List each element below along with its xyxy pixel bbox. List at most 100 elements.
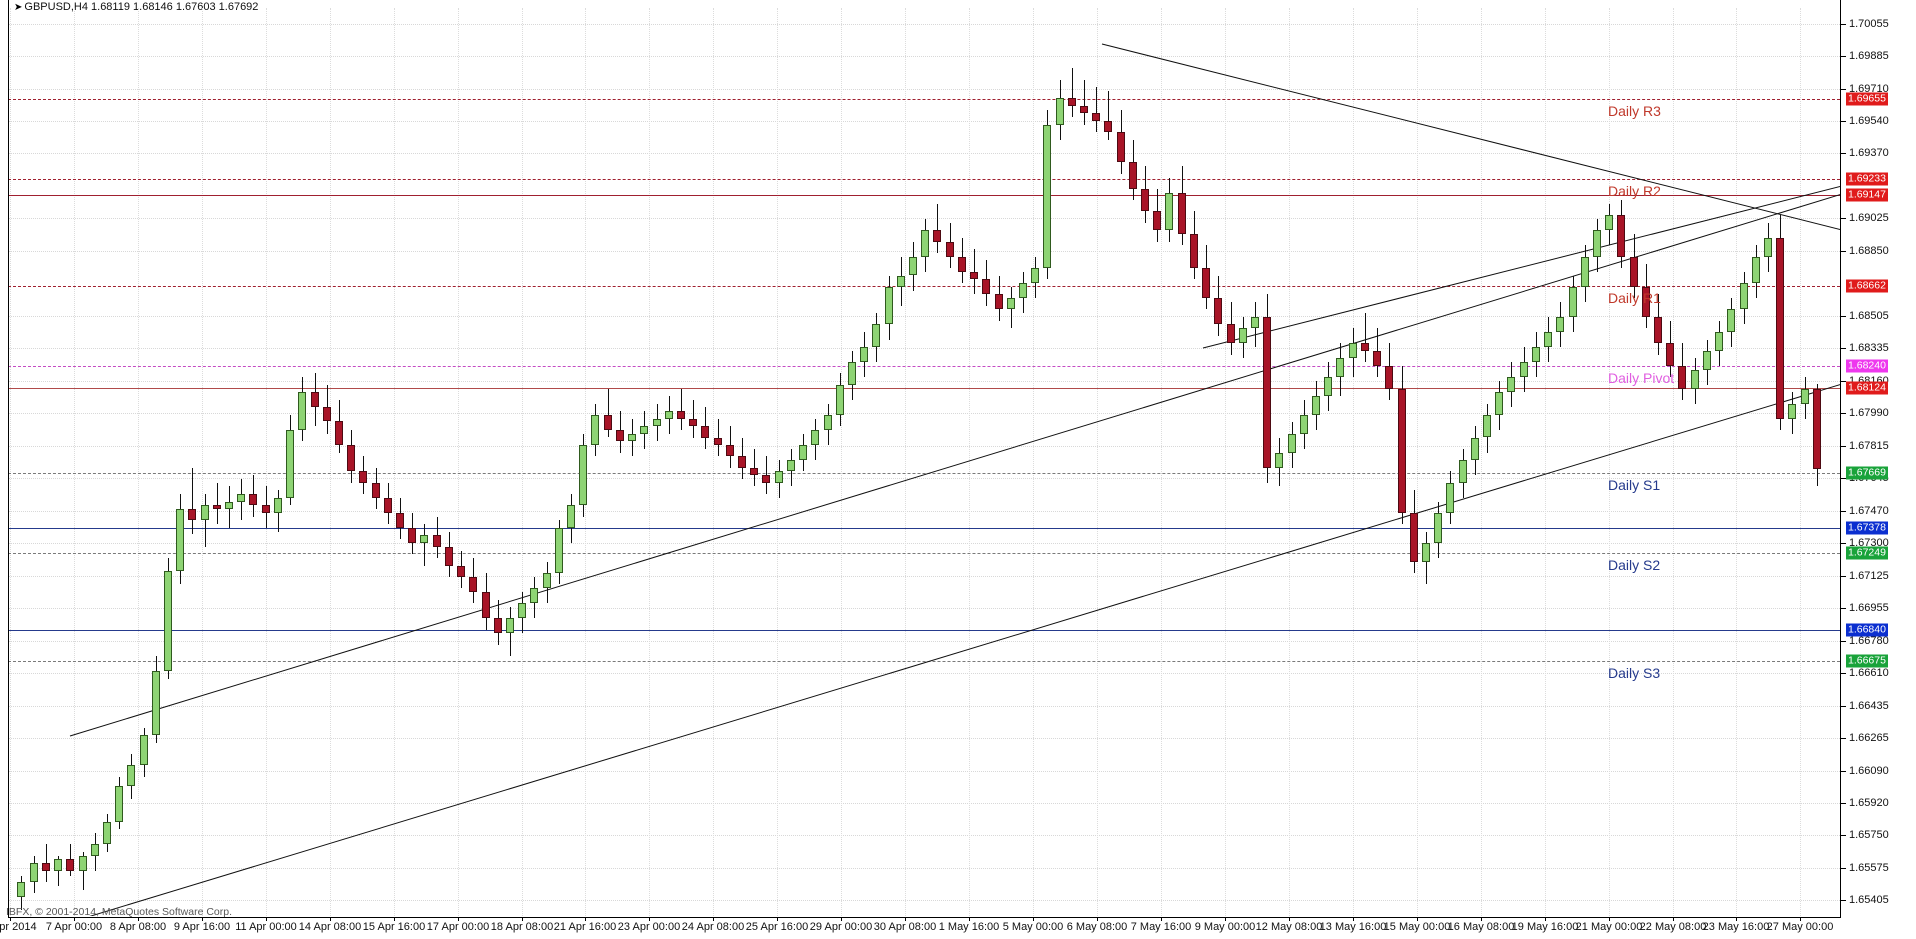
- chart-cursor-arrow-icon: ➤: [14, 2, 23, 13]
- grid-line-vertical: [1097, 8, 1098, 916]
- price-tag[interactable]: 1.69655: [1846, 92, 1888, 106]
- candle-body: [1422, 543, 1430, 562]
- candle-body: [1214, 298, 1222, 325]
- grid-line-horizontal: [8, 153, 1840, 155]
- candle-body: [787, 460, 795, 472]
- axis-bottom-border: [8, 917, 1841, 918]
- price-tick-label: 1.67300: [1849, 537, 1889, 549]
- grid-line-vertical: [202, 8, 203, 916]
- price-tag[interactable]: 1.67249: [1846, 546, 1888, 560]
- price-tick: [1841, 737, 1846, 739]
- time-tick: [10, 918, 11, 921]
- price-tag[interactable]: 1.67669: [1846, 466, 1888, 480]
- trend-lines-layer: [68, 43, 1840, 916]
- pivot-level-line: [8, 528, 1840, 530]
- price-tick-label: 1.69370: [1849, 147, 1889, 160]
- candle-body: [1031, 267, 1039, 284]
- grid-line-vertical: [394, 8, 395, 916]
- candle-body: [848, 362, 856, 385]
- price-tick-label: 1.69025: [1849, 212, 1889, 225]
- candle-body: [372, 482, 380, 498]
- time-tick-label: 1 May 16:00: [938, 921, 1000, 933]
- time-tick: [777, 918, 778, 921]
- candle-body: [201, 505, 209, 521]
- candle-body: [54, 859, 62, 871]
- pivot-level-label: Daily R3: [1608, 103, 1661, 120]
- time-tick-label: 17 Apr 00:00: [426, 921, 490, 933]
- time-tick-label: 6 May 08:00: [1066, 921, 1128, 933]
- time-tick-label: 9 May 00:00: [1194, 921, 1256, 933]
- grid-line-vertical: [458, 8, 459, 916]
- price-tick-label: 1.67470: [1849, 504, 1889, 517]
- time-tick-label: 9 Apr 16:00: [173, 921, 231, 933]
- pivot-level-line: [8, 286, 1840, 288]
- candle-body: [1471, 437, 1479, 461]
- trend-line[interactable]: [68, 384, 1840, 916]
- grid-line-horizontal: [8, 218, 1840, 220]
- candle-body: [1410, 512, 1418, 562]
- candle-body: [530, 588, 538, 604]
- candle-wick: [217, 482, 218, 525]
- pivot-level-line: [8, 473, 1840, 475]
- candle-body: [579, 445, 587, 506]
- candle-body: [1520, 362, 1528, 378]
- grid-line-horizontal: [8, 56, 1840, 58]
- candle-body: [1202, 267, 1210, 299]
- price-tag[interactable]: 1.66675: [1846, 654, 1888, 668]
- candle-body: [445, 546, 453, 566]
- copyright-watermark: IBFX, © 2001-2014, MetaQuotes Software C…: [6, 906, 233, 918]
- time-scale[interactable]: 3 Apr 2014 7 Apr 00:00 8 Apr 08:00 9 Apr 16…: [0, 918, 1916, 939]
- time-tick: [138, 918, 139, 921]
- chart-plot-area[interactable]: Daily R3 Daily R2 Daily R1 Daily Pivot Daily…: [8, 8, 1840, 916]
- pivot-level-line: [8, 387, 1840, 389]
- grid-line-vertical: [330, 8, 331, 916]
- price-tick-label: 1.65575: [1849, 861, 1889, 874]
- price-tag[interactable]: 1.68124: [1846, 381, 1888, 395]
- price-tick-label: 1.68335: [1849, 342, 1889, 355]
- candle-body: [1556, 316, 1564, 332]
- time-tick: [1481, 918, 1482, 921]
- candle-body: [701, 426, 709, 438]
- price-tick: [1841, 672, 1846, 674]
- pivot-level-label: Daily R1: [1608, 290, 1661, 307]
- price-tag[interactable]: 1.69147: [1846, 188, 1888, 202]
- candle-body: [286, 429, 294, 498]
- time-tick-label: 29 Apr 00:00: [809, 921, 873, 933]
- chart-title: ➤ GBPUSD,H4 1.68119 1.68146 1.67603 1.676…: [14, 1, 258, 13]
- candle-body: [689, 418, 697, 427]
- grid-line-horizontal: [8, 316, 1840, 317]
- time-tick: [969, 918, 970, 921]
- candle-body: [897, 275, 905, 287]
- candle-body: [933, 230, 941, 242]
- candle-body: [1654, 316, 1662, 344]
- price-tick: [1841, 380, 1846, 382]
- candle-wick: [681, 388, 682, 430]
- pivot-level-line: [8, 99, 1840, 101]
- price-tag[interactable]: 1.68662: [1846, 279, 1888, 293]
- time-tick-label: 7 Apr 00:00: [45, 921, 103, 933]
- candle-wick: [1096, 87, 1097, 133]
- pivot-level-label: Daily Pivot: [1608, 369, 1675, 386]
- price-scale[interactable]: 1.70055 1.69885 1.69710 1.69540 1.69370 1.690…: [1841, 0, 1916, 918]
- time-tick-label: 15 Apr 16:00: [362, 921, 426, 933]
- price-tag[interactable]: 1.66840: [1846, 623, 1888, 637]
- price-tick-label: 1.68850: [1849, 245, 1889, 257]
- price-tick-label: 1.66780: [1849, 634, 1889, 647]
- time-tick: [585, 918, 586, 921]
- candle-body: [1153, 211, 1161, 231]
- grid-line-horizontal: [8, 607, 1840, 609]
- trend-line[interactable]: [1101, 43, 1840, 231]
- price-tag[interactable]: 1.68240: [1846, 359, 1888, 373]
- candle-body: [750, 467, 758, 476]
- candle-body: [127, 765, 135, 786]
- trend-line[interactable]: [69, 194, 1840, 737]
- price-tag[interactable]: 1.67378: [1846, 521, 1888, 535]
- candle-body: [237, 494, 245, 502]
- candle-body: [1691, 369, 1699, 389]
- price-tag[interactable]: 1.69233: [1846, 172, 1888, 186]
- time-tick-label: 19 May 16:00: [1511, 921, 1579, 933]
- candle-body: [1300, 414, 1308, 434]
- price-tick-label: 1.67815: [1849, 439, 1889, 452]
- candle-body: [91, 844, 99, 856]
- candle-body: [1642, 286, 1650, 317]
